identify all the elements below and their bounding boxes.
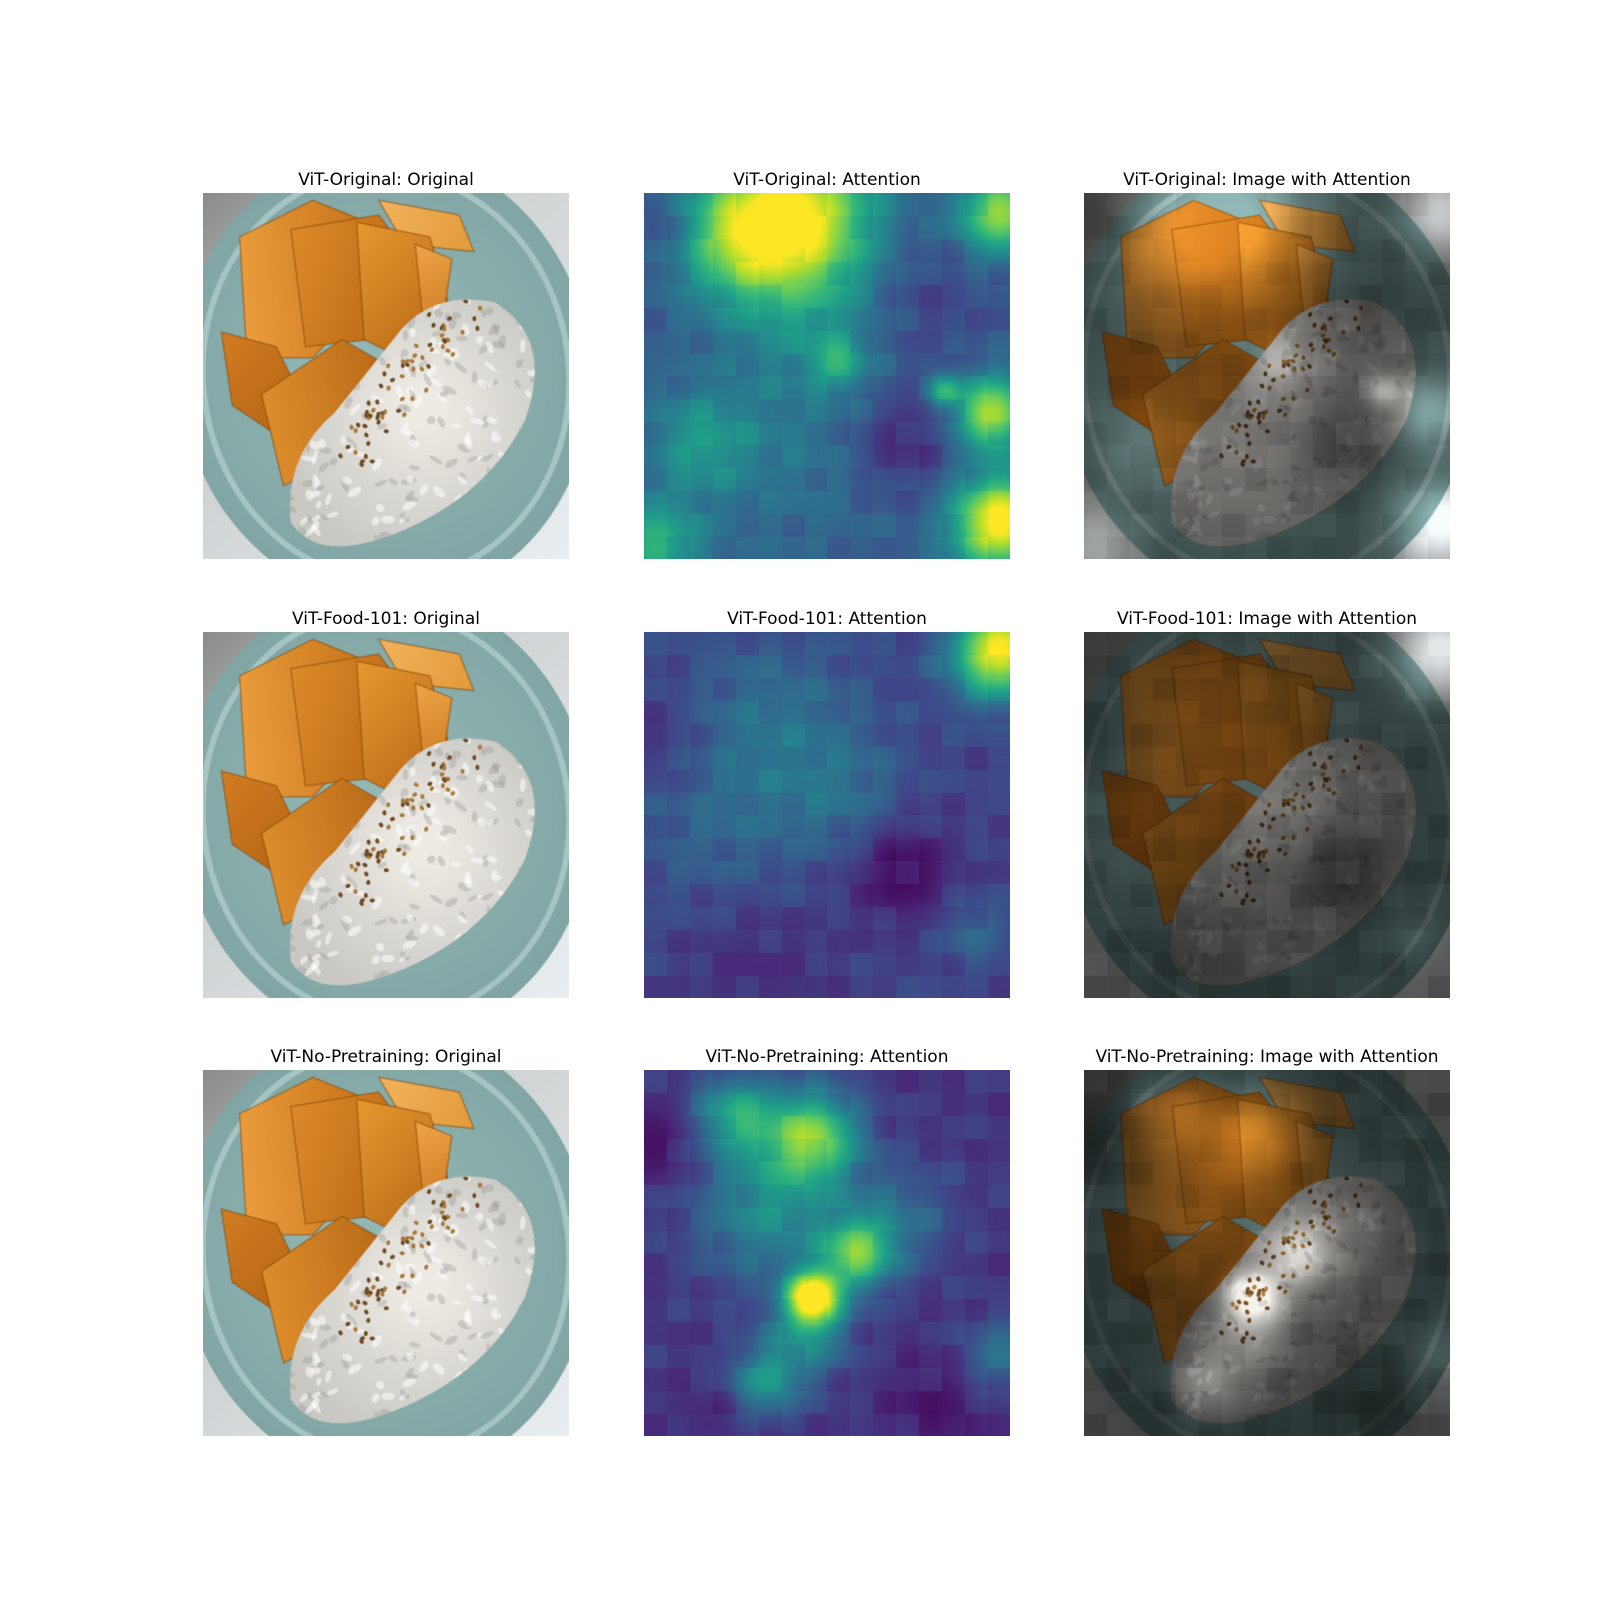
attention-heatmap — [644, 1070, 1010, 1436]
panel-title: ViT-No-Pretraining: Original — [270, 1047, 502, 1067]
attention-heatmap — [644, 632, 1010, 998]
panel-title: ViT-Food-101: Attention — [727, 609, 927, 629]
panel-title: ViT-No-Pretraining: Image with Attention — [1095, 1047, 1439, 1067]
panel-title: ViT-Food-101: Original — [292, 609, 480, 629]
attention-overlay-photo — [1084, 632, 1450, 998]
food-photo — [203, 632, 569, 998]
attention-overlay-photo — [1084, 1070, 1450, 1436]
attention-heatmap — [644, 193, 1010, 559]
panel-title: ViT-Original: Original — [298, 170, 474, 190]
panel-title: ViT-No-Pretraining: Attention — [705, 1047, 949, 1067]
panel-title: ViT-Food-101: Image with Attention — [1117, 609, 1417, 629]
food-photo — [203, 1070, 569, 1436]
food-photo — [203, 193, 569, 559]
panel-title: ViT-Original: Attention — [733, 170, 921, 190]
panel-title: ViT-Original: Image with Attention — [1123, 170, 1411, 190]
attention-overlay-photo — [1084, 193, 1450, 559]
